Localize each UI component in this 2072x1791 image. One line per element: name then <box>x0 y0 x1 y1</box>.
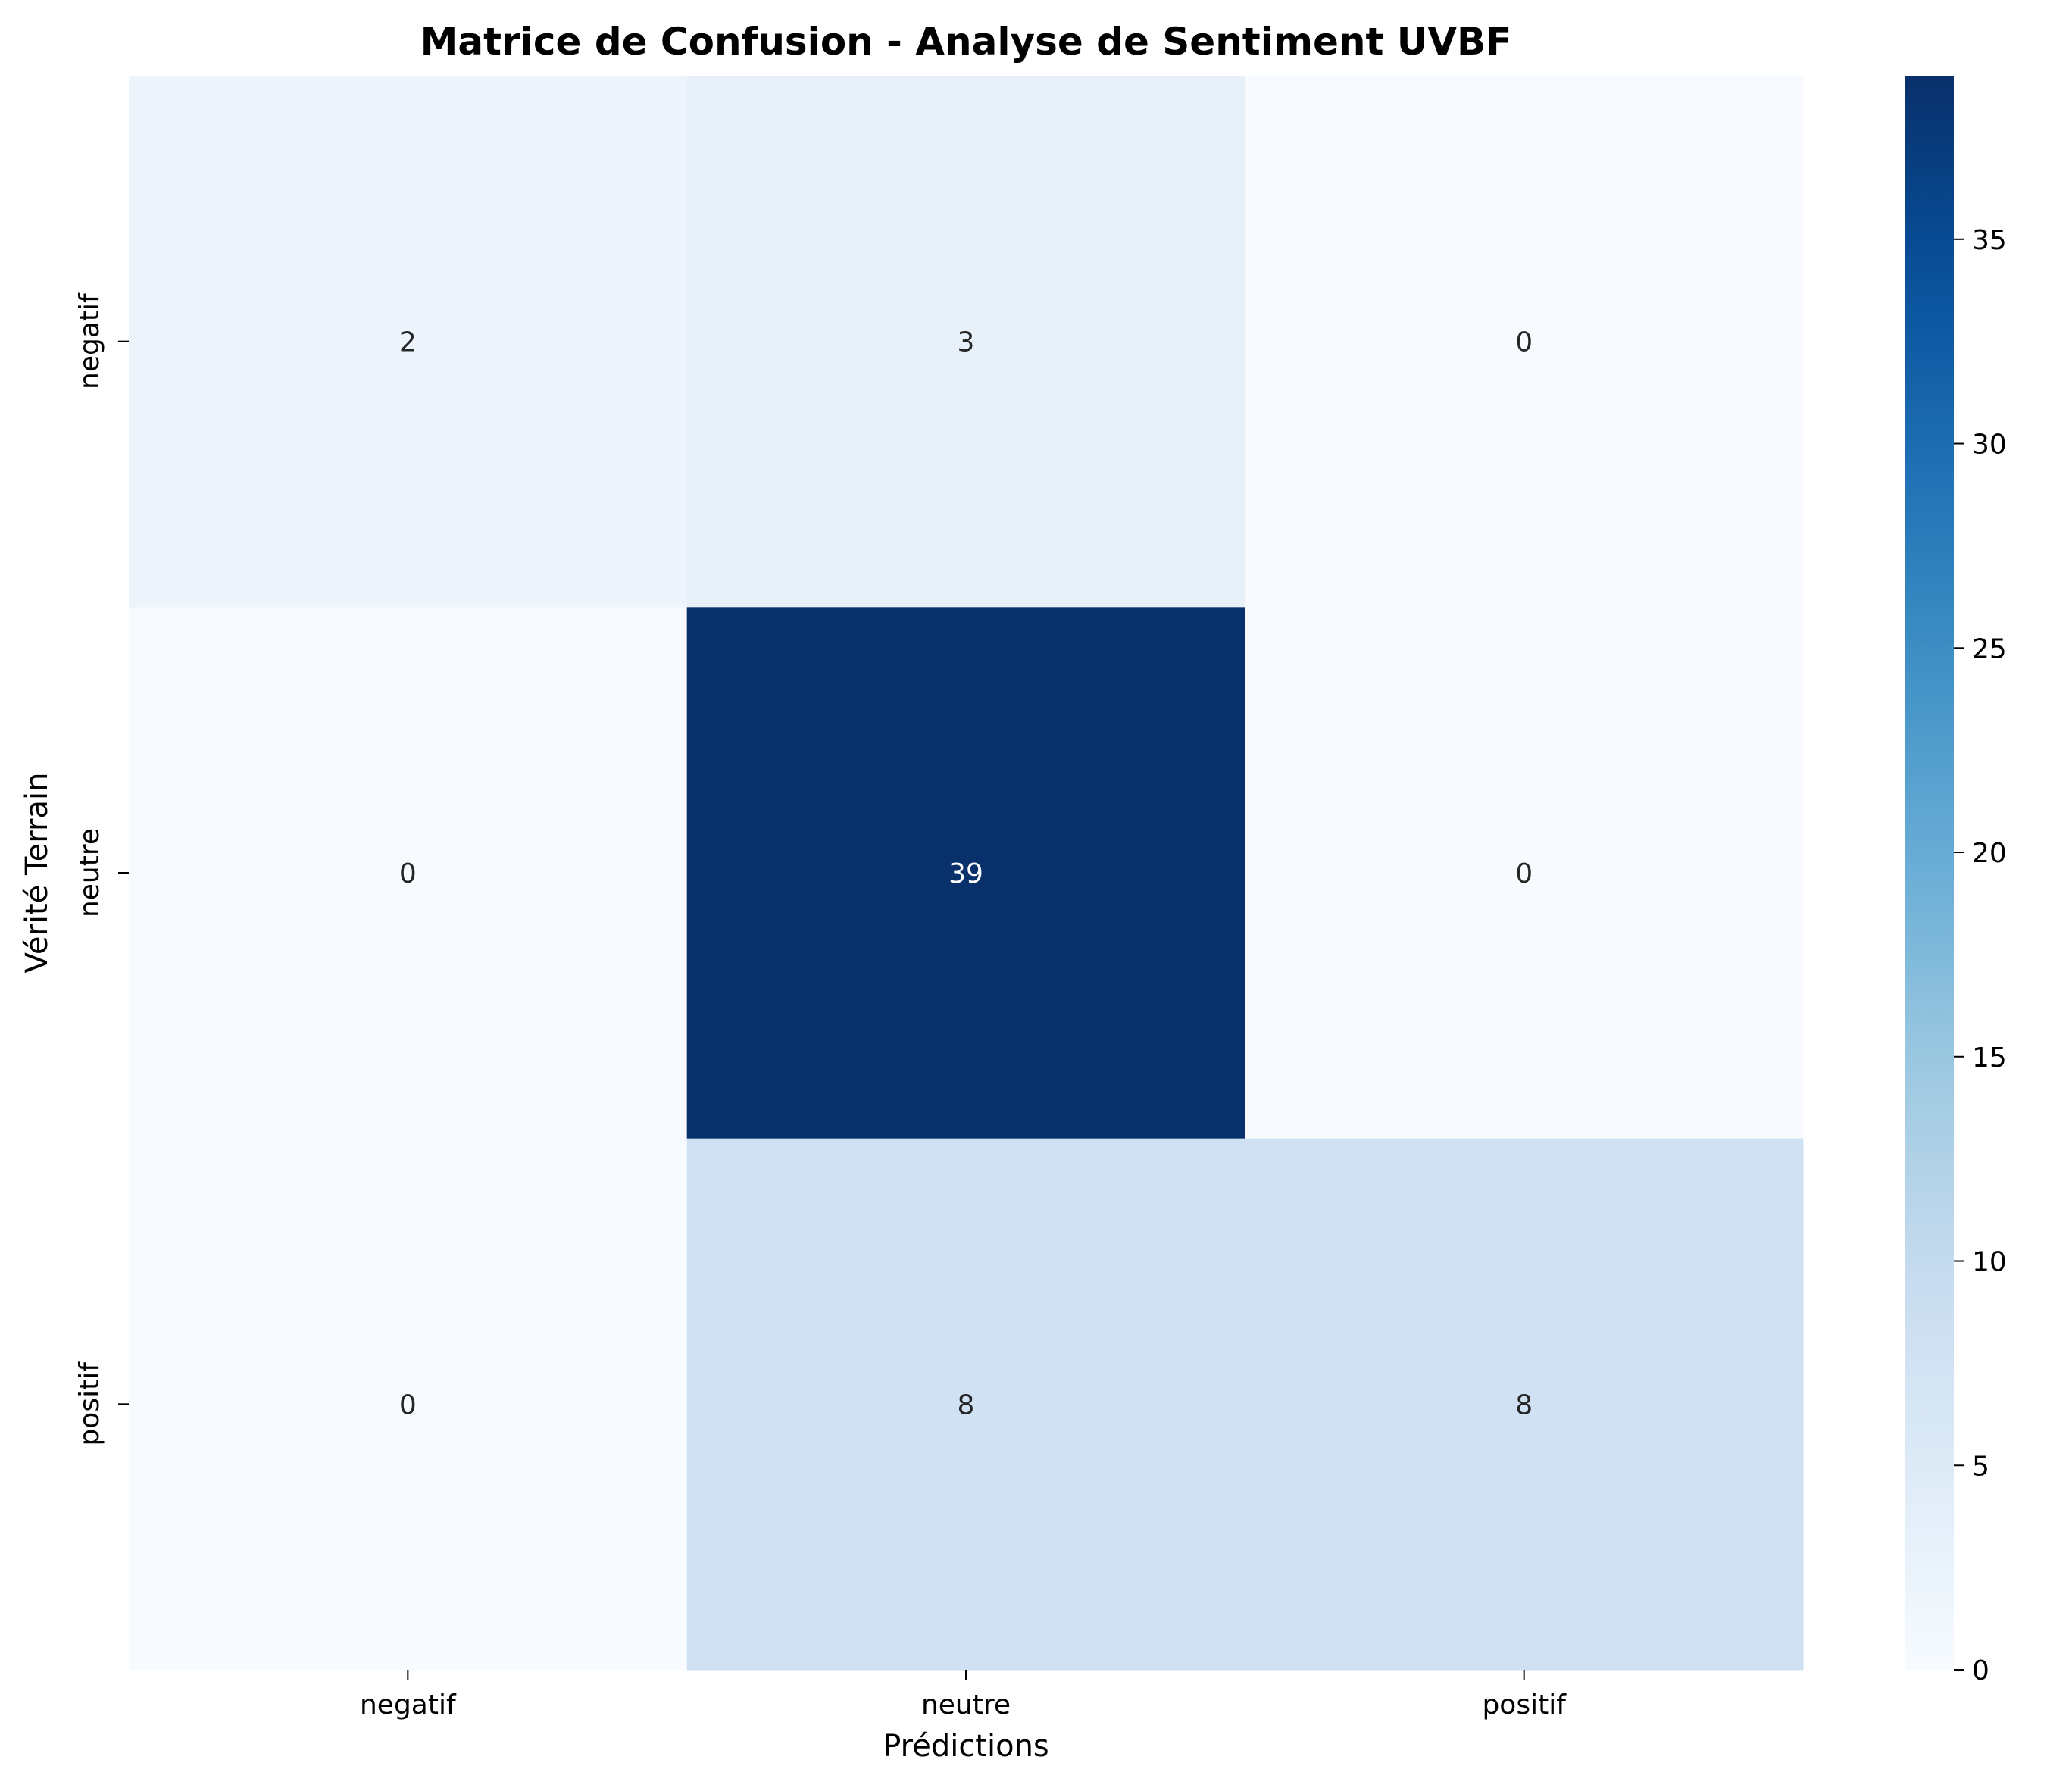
cell-value-label: 0 <box>399 858 417 889</box>
heatmap-cell <box>129 76 688 608</box>
cell-value-label: 8 <box>1515 1389 1533 1421</box>
colorbar-tick-label: 10 <box>1972 1247 2007 1278</box>
heatmap-cell <box>1245 76 1804 608</box>
cell-value-label: 0 <box>399 1389 417 1421</box>
colorbar-tick-label: 35 <box>1972 225 2007 256</box>
x-tick-label: negatif <box>360 1689 457 1721</box>
y-tick-label: negatif <box>74 292 105 389</box>
y-tick-label: neutre <box>74 828 105 917</box>
colorbar-tick-label: 0 <box>1972 1655 1989 1686</box>
heatmap-cell <box>686 607 1245 1139</box>
cell-value-label: 8 <box>958 1389 975 1421</box>
colorbar-tick-label: 30 <box>1972 430 2007 461</box>
x-tick-label: neutre <box>921 1689 1011 1721</box>
heatmap-cell <box>1245 607 1804 1139</box>
cell-value-label: 39 <box>948 858 983 889</box>
heatmap-grid: 2 3 0 0 39 0 0 8 8 <box>129 76 1804 1671</box>
colorbar-tick-label: 25 <box>1972 633 2007 664</box>
cell-value-label: 0 <box>1515 327 1533 358</box>
heatmap-cell <box>686 76 1245 608</box>
cell-value-label: 2 <box>399 327 417 358</box>
heatmap-cell <box>1245 1138 1804 1671</box>
colorbar-tick-label: 5 <box>1972 1451 1989 1482</box>
heatmap-cell <box>129 607 688 1139</box>
y-tick-label: positif <box>74 1361 105 1446</box>
x-tick-label: positif <box>1482 1689 1567 1721</box>
chart-title: Matrice de Confusion - Analyse de Sentim… <box>420 20 1512 64</box>
colorbar <box>1905 76 1954 1670</box>
x-axis-label: Prédictions <box>883 1729 1049 1764</box>
cell-value-label: 3 <box>958 327 975 358</box>
colorbar-tick-label: 20 <box>1972 838 2007 869</box>
heatmap-cell <box>129 1138 688 1671</box>
y-axis-label: Vérité Terrain <box>20 773 55 974</box>
x-axis-ticks: negatif neutre positif <box>360 1670 1567 1721</box>
cell-value-label: 0 <box>1515 858 1533 889</box>
colorbar-ticks: 0 5 10 15 20 25 30 35 <box>1954 225 2007 1686</box>
colorbar-tick-label: 15 <box>1972 1042 2007 1074</box>
y-axis-ticks: negatif neutre positif <box>74 292 129 1446</box>
heatmap-cell <box>686 1138 1245 1671</box>
